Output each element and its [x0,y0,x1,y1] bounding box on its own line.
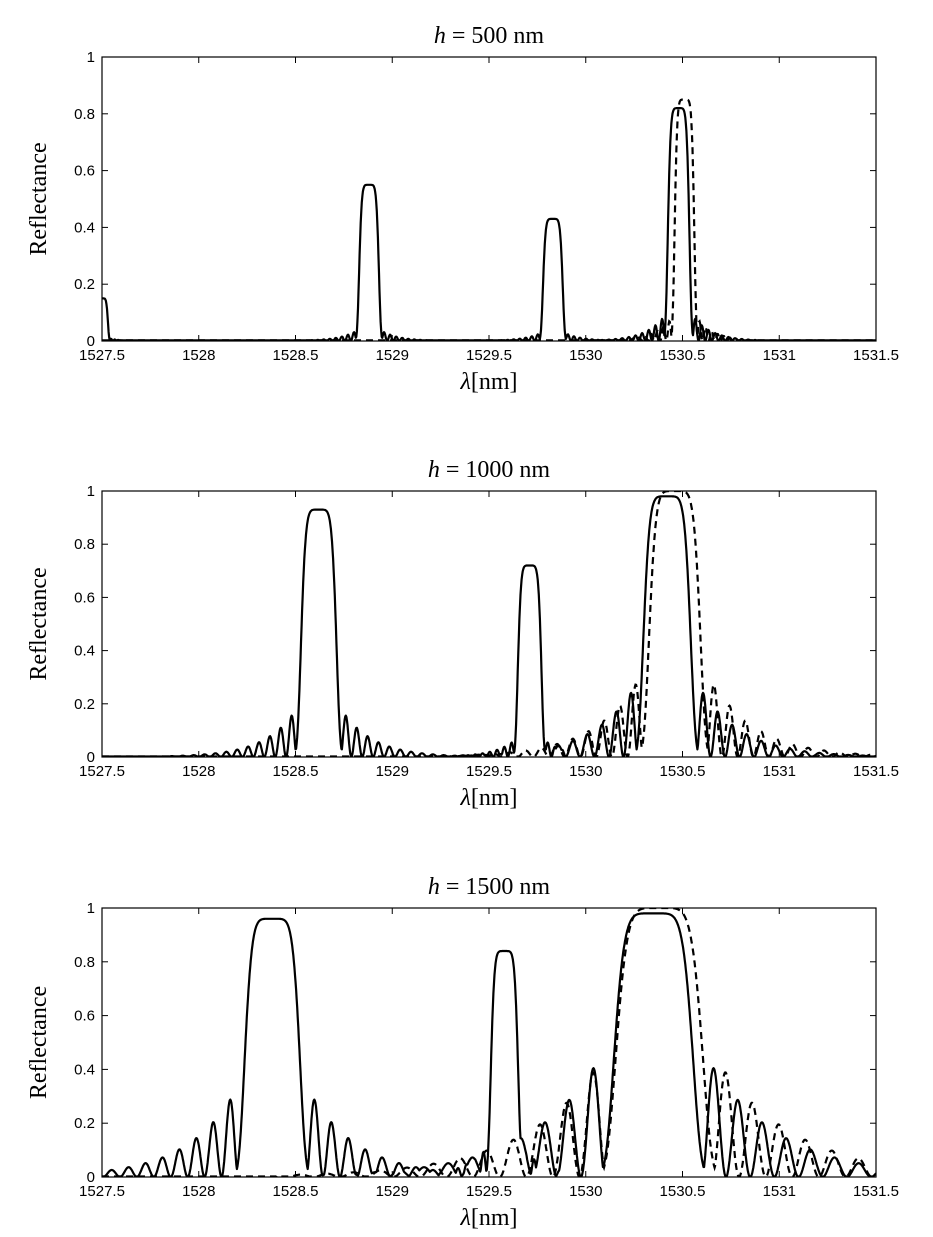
y-tick-label: 0 [87,1169,95,1186]
y-axis-label: Reflectance [26,986,52,1099]
x-tick-label: 1529 [376,347,409,364]
title-variable: h [428,457,440,483]
y-tick-label: 0.2 [74,1115,95,1132]
x-tick-label: 1530.5 [660,763,706,780]
plot-frame [101,490,877,758]
y-axis-label: Reflectance [26,142,52,255]
title-value: = 500 nm [446,23,545,49]
x-tick-label: 1531 [763,347,796,364]
x-tick-label: 1529.5 [466,763,512,780]
x-tick-label: 1531 [763,763,796,780]
x-tick-label: 1528 [182,763,215,780]
x-tick-label: 1528 [182,1183,215,1200]
title-variable: h [428,874,440,900]
y-axis-label: Reflectance [26,567,52,680]
x-axis-label: λ[nm] [459,369,517,395]
x-tick-label: 1528.5 [273,347,319,364]
x-tick-label: 1527.5 [79,347,125,364]
x-tick-label: 1530 [569,763,602,780]
y-tick-label: 0 [87,333,95,350]
chart-panel-1: h = 500 nm 1527.5 1528 1528.5 1529 1529.5 1530… [26,23,899,395]
x-axis-symbol: λ [459,785,470,811]
x-tick-label: 1531.5 [853,1183,899,1200]
y-tick-label: 0.6 [74,1008,95,1025]
chart-title: h = 1000 nm [428,457,551,483]
plot-frame [101,56,877,342]
y-tick-label: 0.4 [74,1061,95,1078]
x-tick-label: 1527.5 [79,763,125,780]
chart-title: h = 500 nm [434,23,545,49]
x-axis-label: λ[nm] [459,1205,517,1231]
x-tick-label: 1530 [569,1183,602,1200]
dashed-series-line [102,491,876,757]
y-tick-label: 1 [87,49,95,66]
x-axis-label: λ[nm] [459,785,517,811]
y-tick-label: 0 [87,749,95,766]
x-tick-label: 1530 [569,347,602,364]
x-axis-symbol: λ [459,1205,470,1231]
x-tick-label: 1531 [763,1183,796,1200]
y-tick-label: 0.4 [74,643,95,660]
dashed-series-line [102,908,876,1177]
x-tick-label: 1530.5 [660,347,706,364]
x-tick-label: 1527.5 [79,1183,125,1200]
y-tick-label: 0.6 [74,589,95,606]
x-tick-label: 1529.5 [466,1183,512,1200]
chart-panel-3: h = 1500 nm 1527.5 1528 1528.5 1529 1529.5 153… [26,874,899,1231]
y-tick-label: 0.8 [74,106,95,123]
chart-title: h = 1500 nm [428,874,551,900]
solid-series-line [102,107,876,341]
chart-panel-2: h = 1000 nm 1527.5 1528 1528.5 1529 1529.5 153… [26,457,899,811]
title-variable: h [434,23,446,49]
x-tick-label: 1528.5 [273,1183,319,1200]
y-tick-label: 0.2 [74,276,95,293]
x-tick-label: 1531.5 [853,763,899,780]
x-tick-label: 1529 [376,1183,409,1200]
x-tick-label: 1528 [182,347,215,364]
y-tick-label: 0.8 [74,954,95,971]
title-value: = 1000 nm [440,457,551,483]
x-tick-label: 1531.5 [853,347,899,364]
x-axis-unit: [nm] [471,369,518,395]
y-tick-label: 0.8 [74,536,95,553]
title-value: = 1500 nm [440,874,551,900]
y-tick-label: 1 [87,483,95,500]
x-tick-label: 1530.5 [660,1183,706,1200]
y-tick-label: 0.2 [74,696,95,713]
y-tick-label: 1 [87,900,95,917]
dashed-series-line [102,98,876,341]
x-tick-label: 1529 [376,763,409,780]
y-tick-label: 0.4 [74,219,95,236]
x-axis-unit: [nm] [471,1205,518,1231]
x-axis-unit: [nm] [471,785,518,811]
x-axis-symbol: λ [459,369,470,395]
x-tick-label: 1529.5 [466,347,512,364]
solid-series-line [102,912,876,1177]
y-tick-label: 0.6 [74,163,95,180]
x-tick-label: 1528.5 [273,763,319,780]
solid-series-line [102,495,876,757]
